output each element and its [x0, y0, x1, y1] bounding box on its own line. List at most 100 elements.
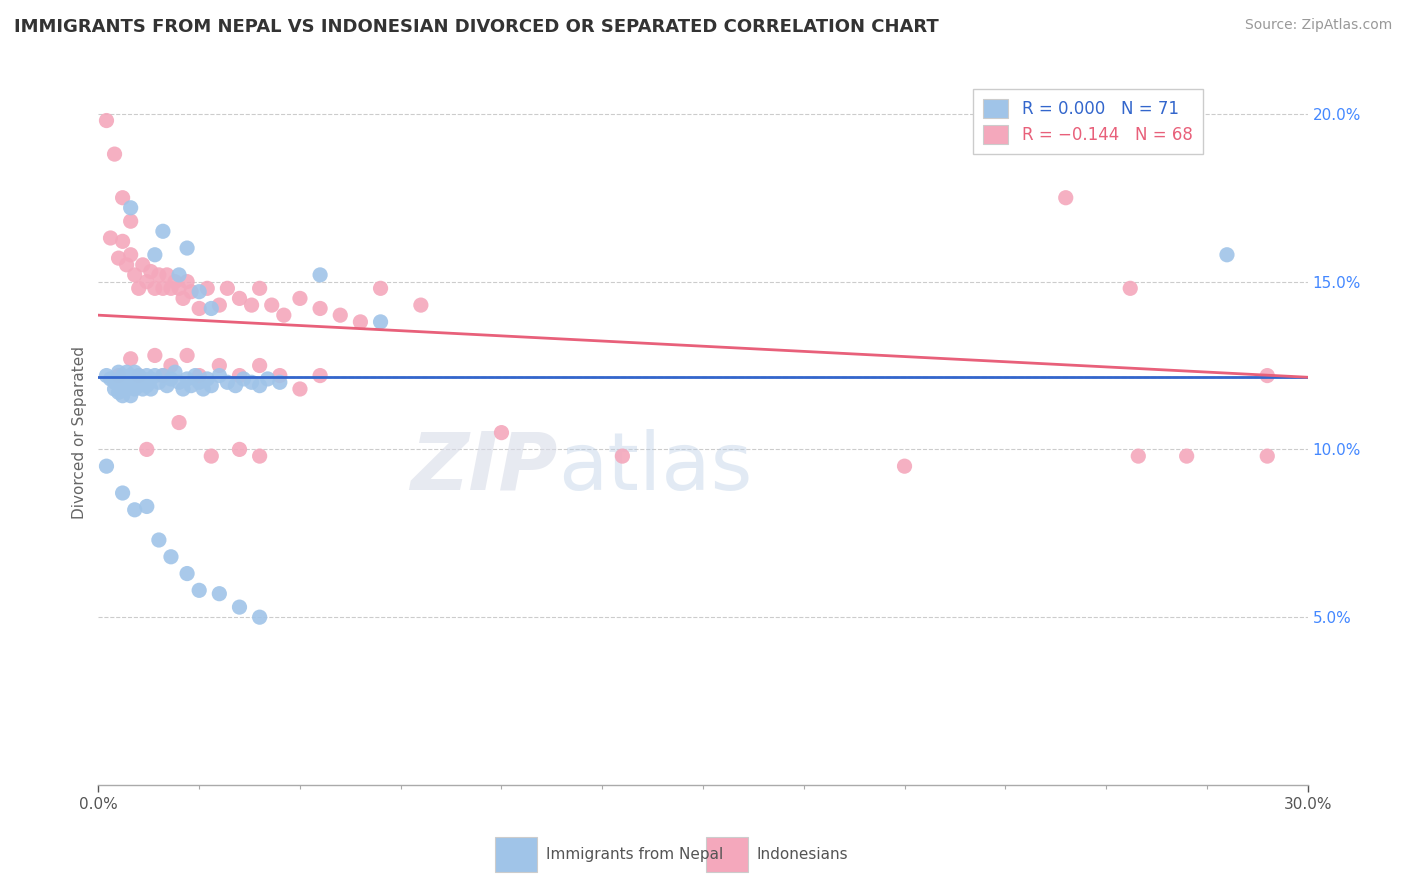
Point [193, 382, 215, 396]
Point [1175, 449, 1198, 463]
Point [160, 359, 183, 373]
Point [288, 292, 311, 306]
Point [124, 268, 146, 282]
Point [180, 285, 202, 299]
Point [96, 459, 118, 474]
Point [156, 378, 179, 392]
Point [176, 348, 198, 362]
Point [228, 442, 250, 457]
Point [208, 587, 231, 601]
Point [208, 368, 231, 383]
Point [96, 368, 118, 383]
Point [260, 298, 283, 312]
Point [163, 275, 186, 289]
Point [217, 281, 239, 295]
Text: atlas: atlas [558, 429, 752, 507]
Point [135, 442, 157, 457]
Point [180, 378, 202, 392]
Point [135, 378, 157, 392]
Point [143, 368, 166, 383]
Point [1128, 449, 1150, 463]
Point [135, 275, 157, 289]
Point [309, 368, 332, 383]
Point [249, 449, 271, 463]
Point [256, 372, 278, 386]
Point [107, 376, 129, 390]
Point [195, 372, 218, 386]
Point [269, 376, 291, 390]
Point [139, 382, 162, 396]
Point [309, 301, 332, 316]
Point [111, 368, 134, 383]
Point [160, 372, 183, 386]
Point [152, 281, 174, 295]
Point [143, 281, 166, 295]
Legend: R = 0.000   N = 71, R = −0.144   N = 68: R = 0.000 N = 71, R = −0.144 N = 68 [973, 88, 1202, 153]
Point [120, 378, 142, 392]
Point [96, 113, 118, 128]
Point [349, 315, 371, 329]
Point [107, 368, 129, 383]
Point [143, 348, 166, 362]
Point [184, 368, 207, 383]
Point [111, 235, 134, 249]
Point [176, 241, 198, 255]
Point [188, 285, 211, 299]
Point [148, 268, 170, 282]
Point [329, 308, 352, 322]
Point [195, 281, 218, 295]
Point [1256, 449, 1278, 463]
Point [160, 281, 183, 295]
Point [370, 315, 392, 329]
Point [188, 583, 211, 598]
Point [893, 459, 915, 474]
Point [208, 359, 231, 373]
Text: IMMIGRANTS FROM NEPAL VS INDONESIAN DIVORCED OR SEPARATED CORRELATION CHART: IMMIGRANTS FROM NEPAL VS INDONESIAN DIVO… [14, 18, 939, 36]
Point [240, 298, 263, 312]
Y-axis label: Divorced or Separated: Divorced or Separated [72, 346, 87, 519]
Point [249, 610, 271, 624]
Point [107, 251, 129, 265]
Point [111, 191, 134, 205]
Point [167, 376, 190, 390]
Point [200, 301, 222, 316]
Point [167, 268, 190, 282]
Text: Source: ZipAtlas.com: Source: ZipAtlas.com [1244, 18, 1392, 32]
Point [103, 376, 125, 390]
Point [176, 566, 198, 581]
Point [163, 365, 186, 379]
Point [128, 281, 150, 295]
Point [167, 281, 190, 295]
Point [167, 416, 190, 430]
Point [100, 231, 122, 245]
Point [111, 389, 134, 403]
Point [228, 292, 250, 306]
Point [228, 368, 250, 383]
Point [232, 372, 254, 386]
Point [128, 368, 150, 383]
Point [152, 368, 174, 383]
Point [176, 372, 198, 386]
Point [491, 425, 513, 440]
Point [288, 382, 311, 396]
Point [612, 449, 634, 463]
Point [120, 214, 142, 228]
Point [120, 351, 142, 366]
Point [132, 382, 155, 396]
Point [224, 378, 246, 392]
Point [160, 549, 183, 564]
Point [128, 368, 150, 383]
Point [111, 378, 134, 392]
Point [115, 258, 138, 272]
Point [217, 376, 239, 390]
Point [409, 298, 432, 312]
Point [1119, 281, 1142, 295]
Text: ZIP: ZIP [411, 429, 558, 507]
Point [269, 368, 291, 383]
Point [370, 281, 392, 295]
Point [1216, 248, 1239, 262]
Point [249, 359, 271, 373]
Point [273, 308, 295, 322]
Point [135, 500, 157, 514]
Point [128, 378, 150, 392]
